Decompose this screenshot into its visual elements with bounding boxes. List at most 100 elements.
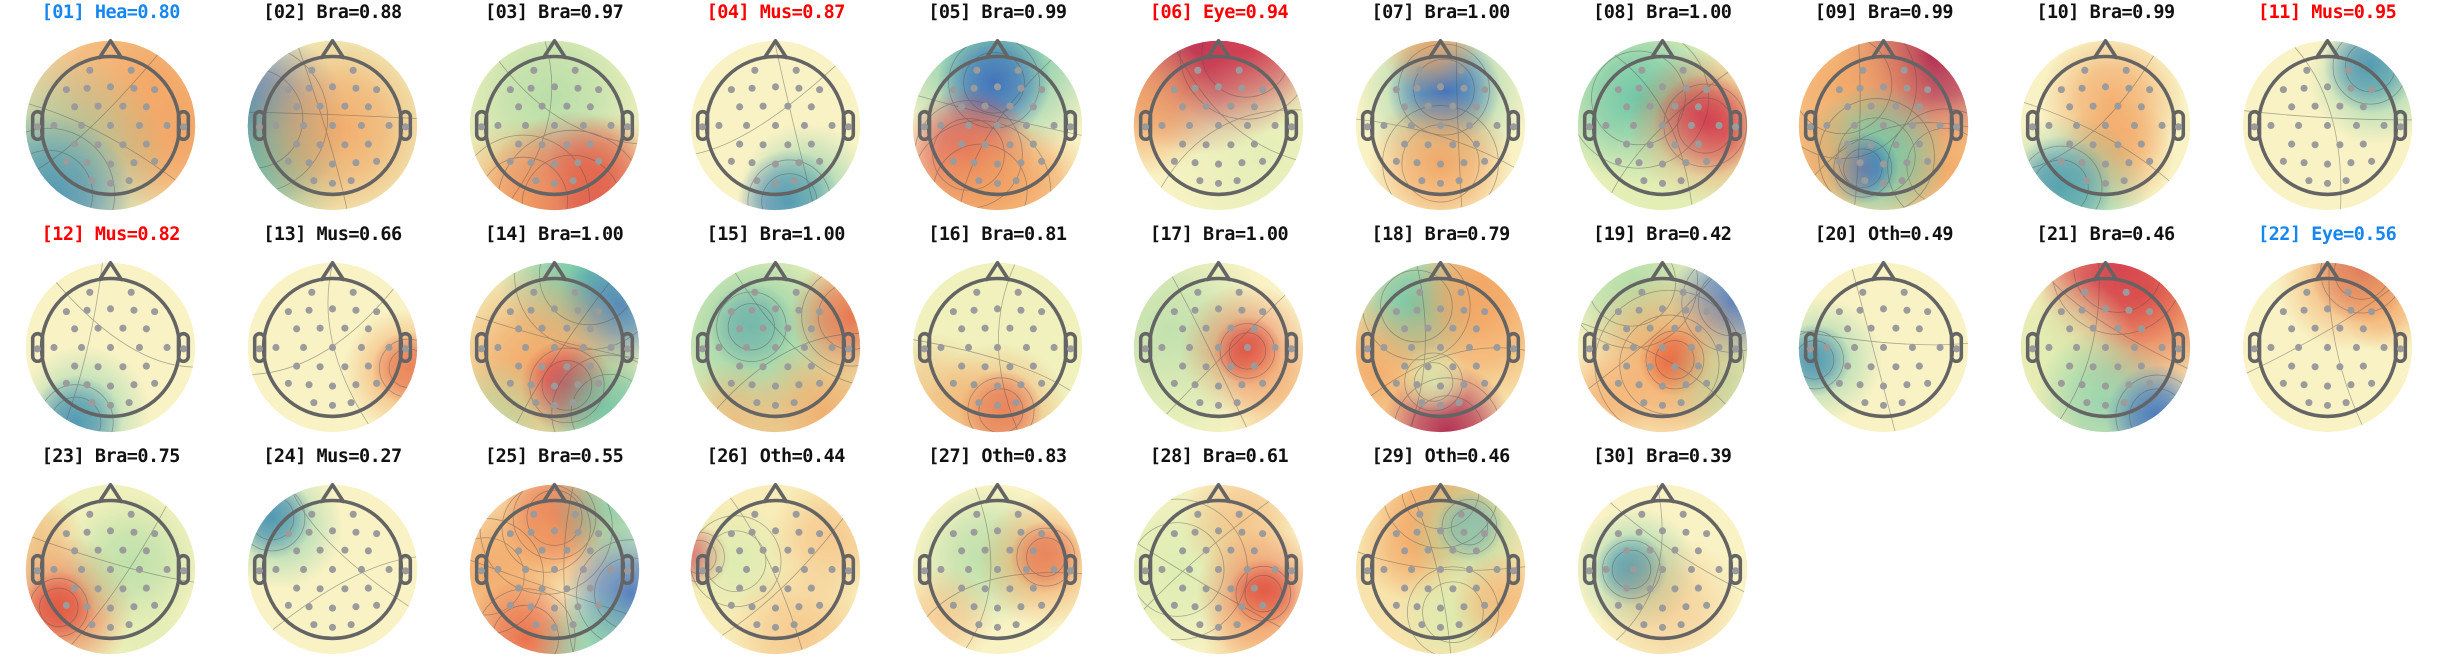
nose-icon	[98, 38, 124, 60]
head-outline	[31, 482, 191, 641]
nose-icon	[98, 260, 124, 282]
component-cell-16[interactable]: [16] Bra=0.81	[887, 222, 1109, 444]
component-cell-04[interactable]: [04] Mus=0.87	[665, 0, 887, 222]
head-outline	[1804, 38, 1964, 197]
nose-icon	[1428, 482, 1454, 504]
nose-icon	[319, 38, 346, 60]
left-ear-icon	[1139, 109, 1153, 142]
head-outline	[474, 482, 634, 641]
component-label: [12] Mus=0.82	[41, 224, 181, 245]
component-cell-30[interactable]: [30] Bra=0.39	[1551, 444, 1773, 666]
right-ear-icon	[1285, 109, 1299, 142]
component-cell-02[interactable]: [02] Bra=0.88	[222, 0, 444, 222]
topomap	[247, 482, 418, 655]
head-outline	[1139, 38, 1299, 197]
component-cell-23[interactable]: [23] Bra=0.75	[0, 444, 222, 666]
component-label: [15] Bra=1.00	[706, 224, 846, 245]
topomap	[469, 260, 639, 433]
left-ear-icon	[474, 553, 488, 586]
component-cell-27[interactable]: [27] Oth=0.83	[887, 444, 1109, 666]
component-cell-09[interactable]: [09] Bra=0.99	[1773, 0, 1995, 222]
topomap	[1799, 38, 1969, 211]
topomap	[912, 260, 1083, 433]
component-cell-06[interactable]: [06] Eye=0.94	[1108, 0, 1330, 222]
component-cell-29[interactable]: [29] Oth=0.46	[1330, 444, 1552, 666]
component-cell-26[interactable]: [26] Oth=0.44	[665, 444, 887, 666]
topomap	[26, 260, 196, 433]
nose-icon	[1206, 38, 1232, 60]
nose-icon	[763, 482, 789, 504]
left-ear-icon	[2025, 331, 2040, 364]
right-ear-icon	[1728, 331, 1742, 364]
head-outline	[474, 260, 634, 419]
head-outline	[1139, 260, 1299, 419]
left-ear-icon	[696, 331, 710, 364]
component-cell-12[interactable]: [12] Mus=0.82	[0, 222, 222, 444]
nose-icon	[1871, 260, 1897, 282]
left-ear-icon	[1361, 331, 1375, 364]
component-label: [11] Mus=0.95	[2258, 2, 2397, 23]
component-label: [10] Bra=0.99	[2036, 2, 2175, 23]
sensor-dots	[1585, 66, 1739, 187]
nose-icon	[1206, 482, 1232, 504]
right-ear-icon	[841, 109, 856, 142]
sensor-dots	[1142, 510, 1296, 631]
left-ear-icon	[2247, 109, 2261, 142]
topomap	[1355, 260, 1526, 433]
right-ear-icon	[177, 553, 191, 586]
sensor-dots	[34, 288, 188, 409]
right-ear-icon	[1063, 553, 1077, 586]
nose-icon	[2314, 38, 2340, 60]
component-cell-20[interactable]: [20] Oth=0.49	[1773, 222, 1995, 444]
left-ear-icon	[31, 109, 45, 142]
component-cell-05[interactable]: [05] Bra=0.99	[887, 0, 1109, 222]
component-label: [13] Mus=0.66	[263, 224, 402, 245]
component-label: [24] Mus=0.27	[263, 446, 402, 467]
topomap	[691, 38, 861, 211]
nose-icon	[763, 38, 789, 60]
component-cell-13[interactable]: [13] Mus=0.66	[222, 222, 444, 444]
topomap	[2242, 260, 2412, 433]
component-cell-17[interactable]: [17] Bra=1.00	[1108, 222, 1330, 444]
right-ear-icon	[1285, 553, 1299, 586]
right-ear-icon	[398, 553, 413, 586]
nose-icon	[319, 482, 346, 504]
left-ear-icon	[917, 331, 932, 364]
head-outline	[31, 260, 191, 419]
left-ear-icon	[1582, 553, 1597, 586]
sensor-dots	[1807, 66, 1961, 187]
head-outline	[2247, 38, 2407, 197]
component-cell-24[interactable]: [24] Mus=0.27	[222, 444, 444, 666]
component-cell-10[interactable]: [10] Bra=0.99	[1995, 0, 2217, 222]
left-ear-icon	[31, 553, 45, 586]
right-ear-icon	[1950, 331, 1964, 364]
head-outline	[917, 482, 1077, 641]
component-cell-15[interactable]: [15] Bra=1.00	[665, 222, 887, 444]
component-cell-08[interactable]: [08] Bra=1.00	[1551, 0, 1773, 222]
left-ear-icon	[2025, 109, 2040, 142]
component-cell-25[interactable]: [25] Bra=0.55	[443, 444, 665, 666]
component-cell-03[interactable]: [03] Bra=0.97	[443, 0, 665, 222]
component-cell-18[interactable]: [18] Bra=0.79	[1330, 222, 1552, 444]
component-label: [27] Oth=0.83	[928, 446, 1067, 467]
nose-icon	[541, 260, 567, 282]
right-ear-icon	[1506, 553, 1521, 586]
component-cell-07[interactable]: [07] Bra=1.00	[1330, 0, 1552, 222]
component-label: [03] Bra=0.97	[484, 2, 624, 23]
component-cell-28[interactable]: [28] Bra=0.61	[1108, 444, 1330, 666]
nose-icon	[984, 38, 1010, 60]
component-label: [18] Bra=0.79	[1371, 224, 1510, 245]
component-cell-19[interactable]: [19] Bra=0.42	[1551, 222, 1773, 444]
component-cell-21[interactable]: [21] Bra=0.46	[1995, 222, 2217, 444]
component-cell-01[interactable]: [01] Hea=0.80	[0, 0, 222, 222]
head-outline	[2025, 260, 2186, 419]
component-cell-11[interactable]: [11] Mus=0.95	[2216, 0, 2438, 222]
component-cell-22[interactable]: [22] Eye=0.56	[2216, 222, 2438, 444]
topomap	[469, 38, 639, 211]
component-label: [25] Bra=0.55	[484, 446, 624, 467]
component-label: [23] Bra=0.75	[41, 446, 181, 467]
sensor-dots	[2250, 66, 2404, 187]
head-outline	[917, 260, 1077, 419]
component-cell-14[interactable]: [14] Bra=1.00	[443, 222, 665, 444]
